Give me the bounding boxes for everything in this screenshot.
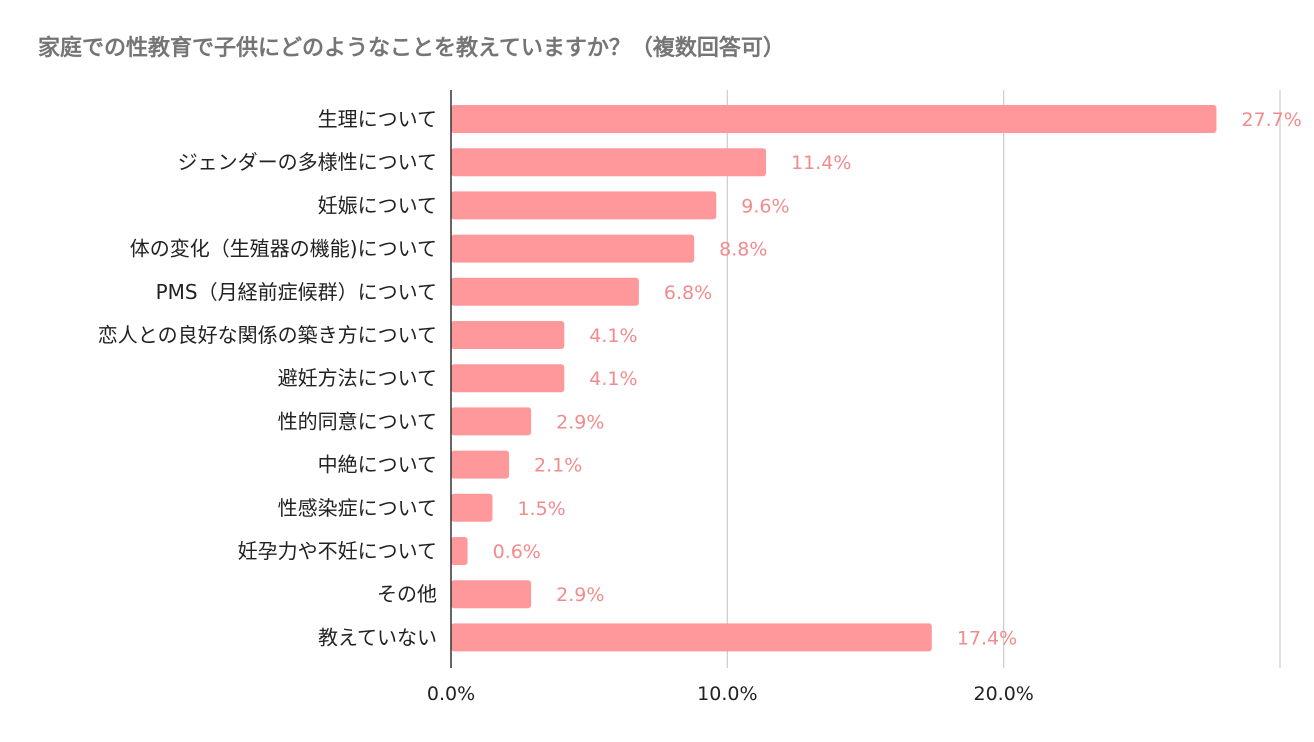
bar [451,321,565,349]
value-label: 0.6% [493,541,541,563]
category-label: 教えていない [318,625,437,649]
value-label: 9.6% [741,195,789,217]
value-label: 6.8% [664,282,712,304]
value-label: 2.9% [556,584,604,606]
bar [451,537,468,565]
grid-lines [726,90,1281,668]
category-label: ジェンダーの多様性について [178,150,437,174]
category-label: PMS（月経前症候群）について [156,280,437,304]
bar [451,191,717,220]
chart-title: 家庭での性教育で子供にどのようなことを教えていますか？（複数回答可） [38,36,785,61]
value-label: 1.5% [517,498,565,520]
category-label: 生理について [318,107,437,131]
category-label: 妊孕力や不妊について [238,539,437,563]
value-label: 17.4% [957,627,1017,649]
category-label: 体の変化（生殖器の機能)について [130,237,437,261]
category-label: 性感染症について [278,496,437,520]
value-label: 8.8% [719,239,767,261]
bar [451,580,532,609]
x-tick-label: 10.0% [697,683,757,705]
category-label: 中絶について [318,453,437,477]
value-label: 2.9% [556,411,604,433]
bar [451,148,767,177]
bar [451,493,493,522]
x-tick-label: 20.0% [973,683,1033,705]
bar [451,407,532,436]
x-tick-label: 0.0% [427,683,475,705]
bar [451,623,932,652]
category-label: その他 [377,582,437,606]
bar [451,105,1217,133]
value-label: 2.1% [534,455,582,477]
category-labels: 生理についてジェンダーの多様性について妊娠について体の変化（生殖器の機能)につい… [98,107,437,649]
bar [451,234,695,263]
value-labels: 27.7% 11.4%9.6% 8.8% 6.8% 4.1% 4.1% 2.9% 2.1% 1.… [493,109,1302,649]
category-label: 避妊方法について [278,366,437,390]
value-label: 27.7% [1241,109,1301,131]
value-label: 4.1% [589,368,637,390]
category-label: 恋人との良好な関係の築き方について [98,323,437,347]
category-label: 妊娠について [318,193,437,217]
value-label: 11.4% [791,152,851,174]
bar [451,277,639,306]
category-label: 性的同意について [278,409,437,433]
bar [451,450,510,479]
bar [451,364,565,393]
bars [451,105,1217,652]
value-label: 4.1% [589,325,637,347]
x-tick-labels: 0.0% 10.0% 20.0% [427,683,1034,705]
